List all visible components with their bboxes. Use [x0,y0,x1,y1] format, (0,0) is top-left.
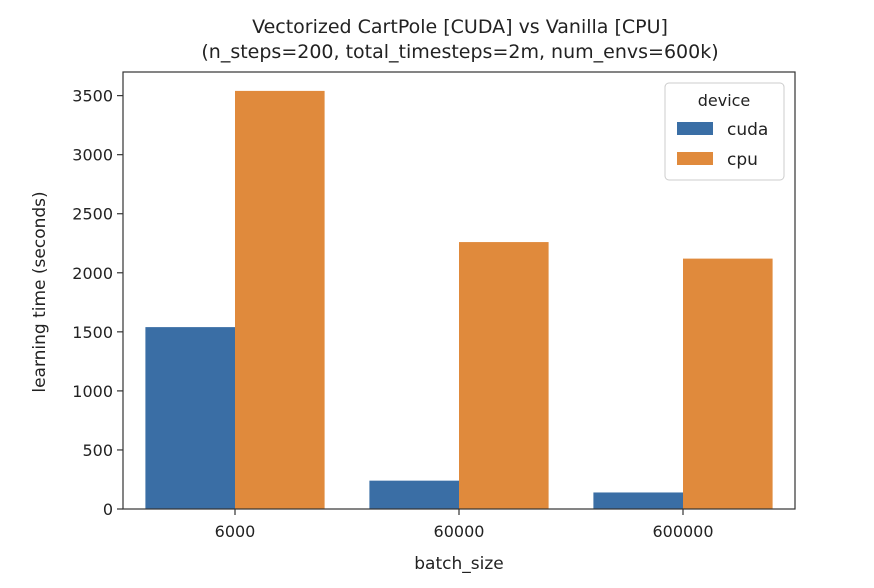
y-tick-label: 1500 [72,323,113,342]
x-tick-label: 6000 [215,522,256,541]
x-tick-label: 600000 [652,522,713,541]
bar-cpu-6000 [235,90,325,509]
legend-label-cuda: cuda [727,120,768,140]
y-axis-ticks: 0 500 1000 1500 2000 2500 3000 3500 [72,87,123,519]
legend-swatch-cpu [677,152,713,165]
legend-title: device [698,91,751,110]
chart-subtitle: (n_steps=200, total_timesteps=2m, num_en… [201,41,718,63]
y-tick-label: 1000 [72,382,113,401]
x-tick-label: 60000 [434,522,485,541]
bar-cuda-60000 [369,480,459,509]
y-tick-label: 0 [103,500,113,519]
bar-cpu-60000 [459,242,549,509]
y-tick-label: 500 [82,441,113,460]
legend: device cuda cpu [664,82,785,181]
x-axis-ticks: 6000 60000 600000 [215,509,714,541]
chart-title: Vectorized CartPole [CUDA] vs Vanilla [C… [252,16,668,38]
plot-frame [122,71,796,510]
bars-group [145,90,773,509]
y-tick-label: 2000 [72,264,113,283]
y-tick-label: 2500 [72,205,113,224]
y-tick-label: 3500 [72,87,113,106]
y-tick-label: 3000 [72,146,113,165]
legend-label-cpu: cpu [727,150,758,170]
bar-cuda-600000 [593,492,683,509]
bar-cpu-600000 [683,258,773,509]
x-axis-label: batch_size [414,554,503,574]
legend-swatch-cuda [677,122,713,135]
y-axis-label: learning time (seconds) [30,191,50,392]
bar-cuda-6000 [145,327,235,509]
